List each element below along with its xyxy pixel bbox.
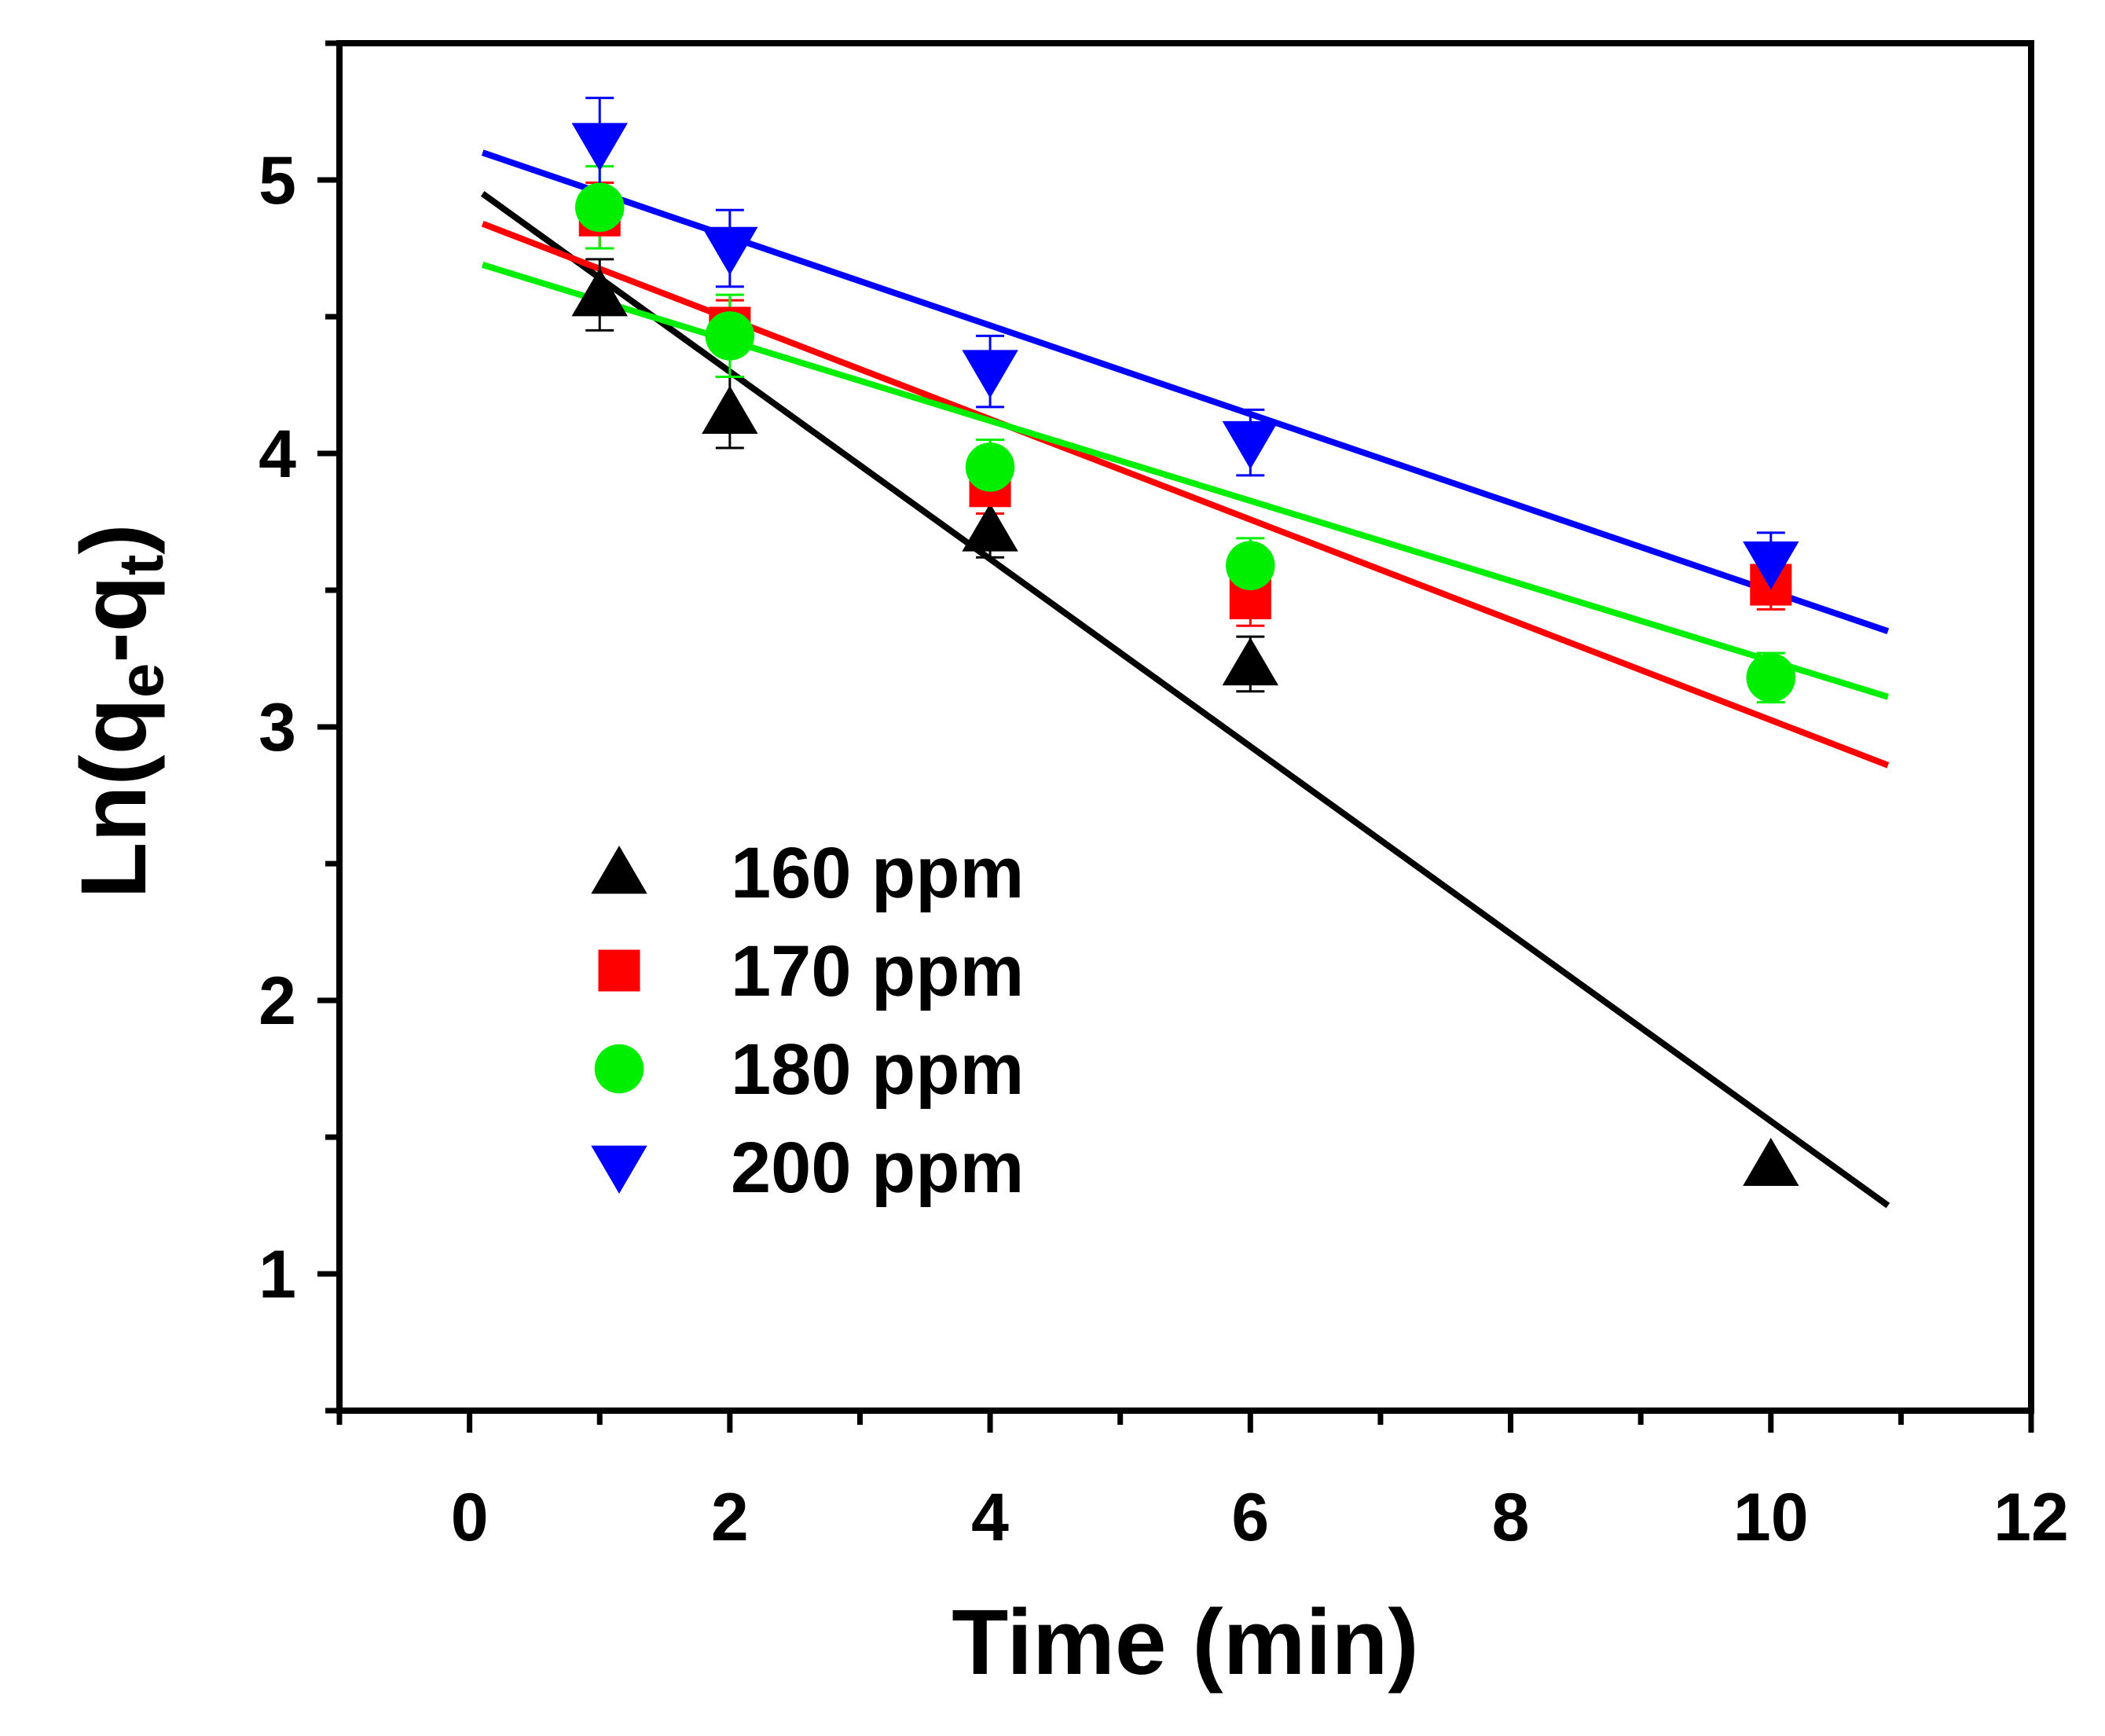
legend-marker-180-ppm bbox=[594, 1044, 644, 1094]
y-axis-title-main: Ln(q bbox=[62, 698, 166, 899]
y-axis-title-sub-e: e bbox=[106, 663, 176, 699]
point-160-ppm bbox=[1743, 1137, 1799, 1186]
x-tick-label: 6 bbox=[1231, 1480, 1269, 1555]
point-200-ppm bbox=[571, 123, 628, 171]
legend: 160 ppm 170 ppm 180 ppm 200 ppm bbox=[591, 833, 1024, 1208]
x-tick-label: 0 bbox=[451, 1480, 489, 1555]
y-tick-label: 3 bbox=[259, 690, 296, 765]
legend-label-170-ppm: 170 ppm bbox=[731, 931, 1024, 1011]
x-tick-label: 4 bbox=[971, 1480, 1009, 1555]
fit-line-180-ppm bbox=[482, 262, 1889, 700]
x-tick-label: 2 bbox=[711, 1480, 749, 1555]
point-200-ppm bbox=[1743, 541, 1799, 590]
fit-line-200-ppm bbox=[481, 149, 1890, 634]
legend-label-200-ppm: 200 ppm bbox=[731, 1128, 1024, 1208]
x-tick-label: 12 bbox=[1993, 1480, 2069, 1555]
data-points bbox=[571, 123, 1799, 1186]
point-180-ppm bbox=[1226, 541, 1275, 590]
point-180-ppm bbox=[1746, 653, 1796, 703]
legend-marker-170-ppm bbox=[598, 949, 640, 992]
y-axis-title-end: ) bbox=[62, 523, 166, 554]
y-axis-title-sub-t: t bbox=[106, 555, 176, 576]
legend-label-160-ppm: 160 ppm bbox=[731, 833, 1024, 913]
legend-marker-200-ppm bbox=[591, 1145, 647, 1194]
y-axis-title: Ln(qe-qt) bbox=[62, 523, 176, 898]
x-tick-label: 8 bbox=[1492, 1480, 1530, 1555]
point-200-ppm bbox=[702, 226, 758, 275]
point-200-ppm bbox=[1222, 420, 1279, 470]
fit-lines bbox=[480, 149, 1890, 1209]
point-180-ppm bbox=[574, 182, 625, 233]
legend-label-180-ppm: 180 ppm bbox=[731, 1029, 1024, 1110]
y-axis-title-mid: -q bbox=[62, 575, 166, 662]
point-200-ppm bbox=[962, 350, 1018, 398]
fit-line-160-ppm bbox=[480, 191, 1890, 1209]
x-axis-title: Time (min) bbox=[952, 1591, 1418, 1694]
point-160-ppm bbox=[1222, 637, 1279, 686]
point-160-ppm bbox=[571, 268, 628, 317]
point-180-ppm bbox=[965, 442, 1015, 492]
y-tick-label: 2 bbox=[259, 963, 296, 1039]
x-tick-label: 10 bbox=[1733, 1480, 1809, 1555]
legend-marker-160-ppm bbox=[591, 846, 647, 894]
point-180-ppm bbox=[705, 311, 755, 361]
point-160-ppm bbox=[702, 385, 758, 434]
y-tick-label: 1 bbox=[259, 1237, 296, 1312]
point-160-ppm bbox=[962, 503, 1018, 552]
fit-line-170-ppm bbox=[481, 220, 1890, 769]
y-tick-label: 4 bbox=[259, 417, 296, 492]
y-tick-label: 5 bbox=[259, 143, 296, 218]
